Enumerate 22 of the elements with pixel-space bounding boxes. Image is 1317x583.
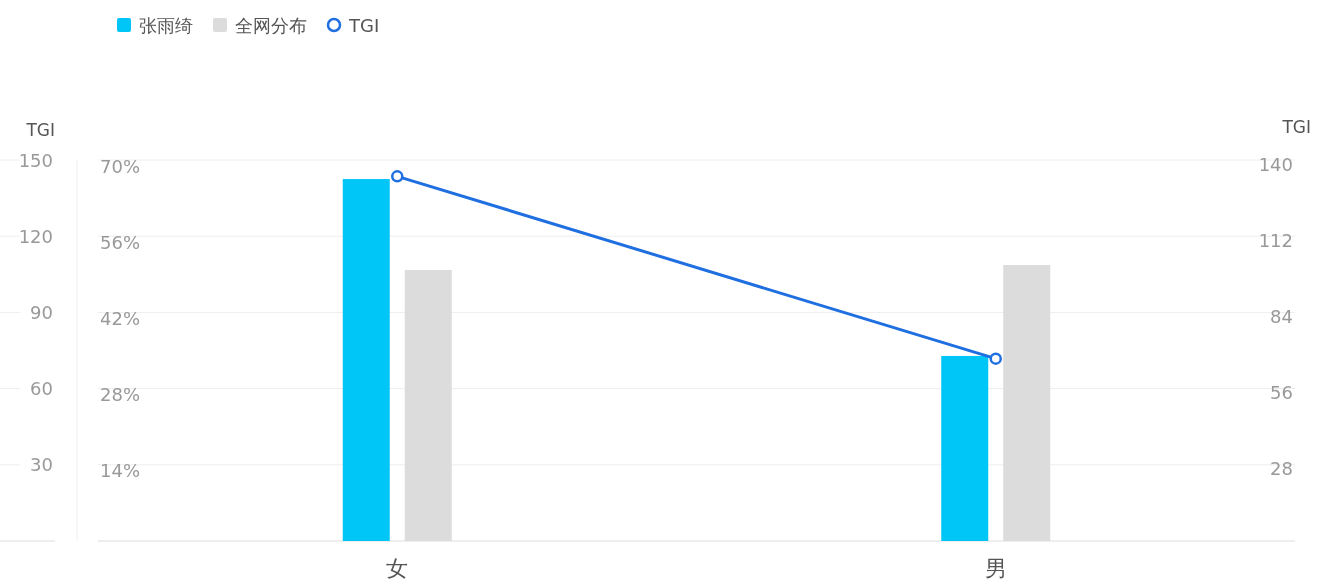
y3-tick-label: 30 bbox=[30, 454, 53, 476]
y2-axis-title: TGI bbox=[1281, 117, 1311, 137]
y3-tick-label: 150 bbox=[18, 149, 53, 171]
y-tick-label: 42% bbox=[100, 307, 141, 329]
legend-label: TGI bbox=[348, 14, 380, 36]
y2-tick-label: 112 bbox=[1258, 229, 1293, 251]
x-tick-label: 女 bbox=[386, 555, 409, 581]
x-tick-label: 男 bbox=[984, 555, 1007, 581]
y3-tick-label: 60 bbox=[30, 378, 53, 400]
legend-label: 全网分布 bbox=[235, 14, 307, 36]
y3-tick-label: 120 bbox=[18, 225, 53, 247]
y-tick-label: 28% bbox=[100, 384, 141, 406]
y3-axis-title: TGI bbox=[25, 120, 55, 140]
legend-label: 张雨绮 bbox=[139, 14, 193, 36]
y-tick-label: 70% bbox=[100, 155, 141, 177]
y2-tick-label: 56 bbox=[1270, 382, 1293, 404]
y2-tick-label: 84 bbox=[1270, 305, 1293, 327]
y2-tick-label: 28 bbox=[1270, 458, 1293, 480]
y-tick-label: 14% bbox=[100, 460, 141, 482]
y3-tick-label: 90 bbox=[30, 301, 53, 323]
y2-tick-label: 140 bbox=[1258, 153, 1293, 175]
y-tick-label: 56% bbox=[100, 231, 141, 253]
